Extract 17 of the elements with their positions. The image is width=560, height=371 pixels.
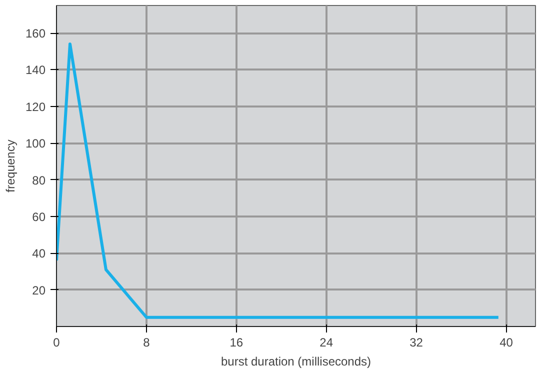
x-tick-label: 40 [500, 336, 514, 350]
x-tick-label: 0 [53, 336, 60, 350]
x-tick-label: 24 [320, 336, 334, 350]
x-tick-label: 16 [230, 336, 244, 350]
y-tick-label: 140 [25, 63, 46, 78]
x-axis-title: burst duration (milliseconds) [220, 354, 372, 368]
y-tick-label: 80 [32, 173, 46, 188]
x-tick-label: 32 [410, 336, 424, 350]
y-tick-label: 100 [25, 136, 46, 151]
y-tick-label: 20 [32, 283, 46, 298]
line-series [56, 42, 500, 319]
x-tick-label: 8 [143, 336, 150, 350]
y-axis-title: frequency [3, 140, 18, 192]
y-tick-label: 60 [32, 210, 46, 224]
y-tick-label: 160 [25, 26, 46, 41]
y-tick-label: 120 [25, 100, 46, 114]
y-tick-label: 40 [32, 246, 46, 261]
